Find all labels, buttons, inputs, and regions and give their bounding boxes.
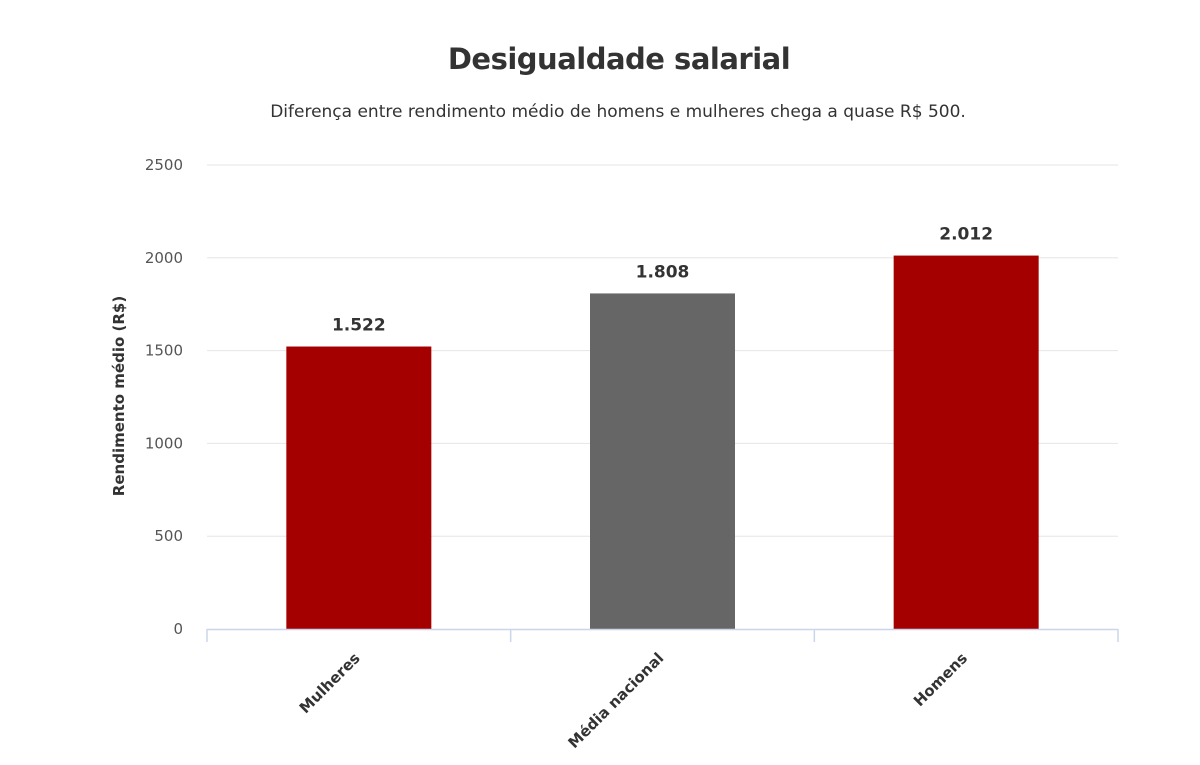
chart-subtitle: Diferença entre rendimento médio de home…: [270, 102, 966, 122]
data-label: 2.012: [939, 225, 993, 245]
y-axis-ticks: 0 500 1000 1500 2000 2500: [145, 156, 183, 638]
data-label: 1.522: [332, 316, 386, 336]
x-tick-label: Homens: [910, 649, 971, 710]
y-tick-label: 500: [154, 527, 183, 545]
bar: [286, 346, 432, 629]
y-tick-label: 2000: [145, 249, 183, 267]
bar: [590, 293, 735, 629]
data-label: 1.808: [636, 262, 690, 282]
chart-title: Desigualdade salarial: [447, 42, 791, 76]
bars: [286, 255, 1039, 629]
y-axis-label: Rendimento médio (R$): [110, 296, 128, 496]
y-tick-label: 1000: [145, 434, 183, 452]
y-tick-label: 0: [173, 620, 183, 638]
bar: [893, 255, 1039, 629]
data-labels: 1.522 1.808 2.012: [332, 225, 993, 336]
x-tick-label: Média nacional: [565, 649, 668, 752]
x-axis: Mulheres Média nacional Homens: [206, 628, 1119, 752]
x-tick-label: Mulheres: [296, 649, 364, 717]
y-tick-label: 1500: [145, 342, 183, 360]
y-tick-label: 2500: [145, 156, 183, 174]
